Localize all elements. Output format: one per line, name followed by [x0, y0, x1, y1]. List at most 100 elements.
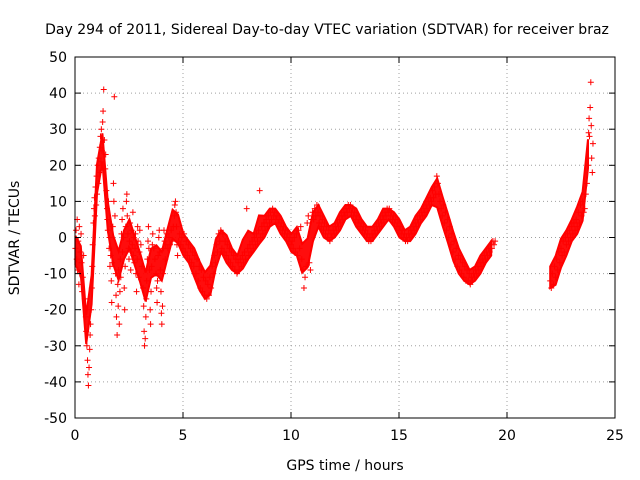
data-point	[115, 266, 122, 273]
data-point	[319, 216, 326, 223]
data-point	[82, 313, 89, 320]
data-point	[146, 266, 153, 273]
data-point	[182, 248, 189, 255]
data-point	[110, 180, 117, 187]
data-point	[446, 223, 453, 230]
y-tick-label: 10	[49, 194, 67, 210]
data-point	[113, 292, 120, 299]
data-point	[155, 234, 162, 241]
data-point	[105, 198, 112, 205]
data-point	[167, 241, 174, 248]
data-point	[172, 198, 179, 205]
data-point	[142, 335, 149, 342]
data-point	[199, 288, 206, 295]
data-point	[295, 227, 302, 234]
data-point	[216, 238, 223, 245]
data-point	[195, 277, 202, 284]
data-point	[92, 183, 99, 190]
data-point	[586, 115, 593, 122]
data-point	[91, 205, 98, 212]
data-point	[583, 180, 590, 187]
data-point	[219, 230, 226, 237]
data-point	[141, 342, 148, 349]
data-point	[236, 266, 243, 273]
data-point	[111, 212, 118, 219]
data-point	[443, 227, 450, 234]
data-point	[106, 263, 113, 270]
data-point	[280, 223, 287, 230]
data-point	[230, 252, 237, 259]
x-tick-label: 25	[606, 428, 624, 444]
data-point	[331, 230, 338, 237]
data-point	[460, 274, 467, 281]
data-point	[241, 248, 248, 255]
data-point	[433, 173, 440, 180]
data-point	[294, 252, 301, 259]
data-point	[473, 270, 480, 277]
data-point	[551, 263, 558, 270]
data-point	[441, 220, 448, 227]
data-point	[329, 234, 336, 241]
x-tick-label: 0	[71, 428, 80, 444]
data-point	[244, 245, 251, 252]
data-point	[73, 227, 80, 234]
data-point	[128, 248, 135, 255]
data-point	[78, 230, 85, 237]
data-point	[569, 230, 576, 237]
data-point	[113, 313, 120, 320]
data-point	[587, 79, 594, 86]
data-point	[252, 241, 259, 248]
data-point	[145, 223, 152, 230]
data-point	[482, 256, 489, 263]
data-point	[143, 277, 150, 284]
data-point	[117, 256, 124, 263]
data-point	[299, 266, 306, 273]
data-point	[99, 118, 106, 125]
data-point	[173, 209, 180, 216]
data-point	[218, 245, 225, 252]
data-point	[147, 306, 154, 313]
data-point	[161, 238, 168, 245]
data-point	[440, 202, 447, 209]
data-point	[79, 274, 86, 281]
data-point	[492, 238, 499, 245]
data-point	[165, 234, 172, 241]
data-point	[421, 209, 428, 216]
data-point	[321, 220, 328, 227]
data-point	[353, 212, 360, 219]
data-point	[317, 212, 324, 219]
data-point	[437, 198, 444, 205]
data-point	[269, 205, 276, 212]
data-point	[123, 198, 130, 205]
data-point	[585, 162, 591, 169]
data-point	[322, 230, 329, 237]
data-point	[550, 281, 557, 288]
data-point	[245, 252, 252, 259]
data-point	[589, 169, 596, 176]
data-point	[315, 209, 321, 216]
data-point	[177, 241, 184, 248]
y-tick-label: 50	[49, 50, 67, 66]
data-point	[263, 216, 270, 223]
data-point	[417, 216, 424, 223]
chart-title: Day 294 of 2011, Sidereal Day-to-day VTE…	[45, 22, 609, 38]
data-point	[180, 245, 186, 252]
data-point	[293, 230, 300, 237]
data-point	[171, 202, 178, 209]
data-point	[96, 144, 103, 151]
data-point	[84, 371, 91, 378]
data-point	[102, 151, 109, 158]
data-point	[133, 288, 140, 295]
data-point	[370, 234, 377, 241]
data-point	[158, 321, 165, 328]
data-point	[148, 288, 155, 295]
data-point	[589, 140, 596, 147]
data-point	[194, 256, 201, 263]
data-point	[376, 223, 383, 230]
data-point	[85, 382, 92, 389]
data-point	[261, 220, 267, 227]
data-point	[419, 212, 426, 219]
data-point	[563, 241, 570, 248]
data-point	[249, 238, 256, 245]
